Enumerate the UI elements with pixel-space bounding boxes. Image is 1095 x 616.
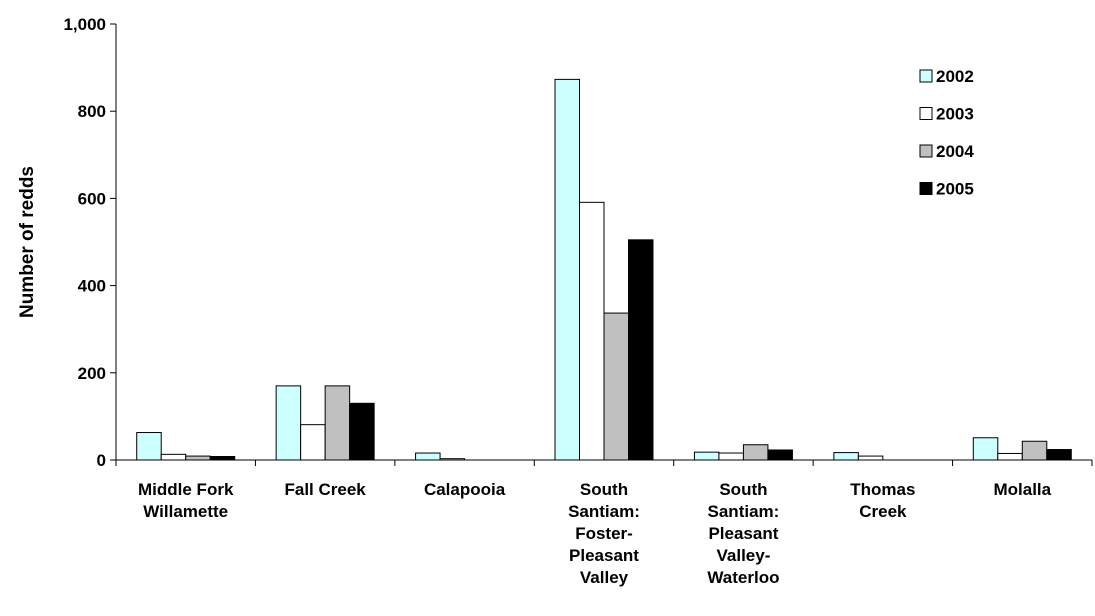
- bar-2002: [833, 452, 859, 461]
- bars: [136, 78, 1072, 461]
- bar-2004: [742, 444, 769, 461]
- bar-2002: [972, 437, 999, 461]
- bar-2002: [693, 451, 720, 461]
- bar-2004: [185, 455, 211, 461]
- x-category-label: Molalla: [993, 480, 1051, 499]
- y-tick-label: 1,000: [63, 15, 106, 34]
- bar-2002: [415, 452, 441, 461]
- y-tick-label: 800: [78, 102, 106, 121]
- bar-2005: [628, 239, 654, 461]
- bar-2003: [300, 424, 326, 461]
- x-category-label: Calapooia: [424, 480, 506, 499]
- x-category-label-line: Middle Fork: [138, 480, 234, 499]
- x-category-label-line: Pleasant: [569, 546, 639, 565]
- bar-2005: [767, 449, 793, 461]
- legend-swatch-2004: [919, 144, 933, 158]
- y-tick-label: 600: [78, 189, 106, 208]
- legend-label-2005: 2005: [936, 180, 974, 199]
- bar-2003: [160, 453, 187, 461]
- x-category-label: South Santiam: Foster- Pleasant Valley: [568, 480, 640, 587]
- y-tick-label: 400: [78, 277, 106, 296]
- legend: 2002 2003 2004 2005: [919, 67, 974, 199]
- x-category-label-line: Molalla: [993, 480, 1051, 499]
- bar-2003: [439, 458, 466, 461]
- y-axis: 0 200 400 600 800 1,000: [63, 15, 117, 470]
- x-category-label-line: Willamette: [143, 502, 228, 521]
- bar-2002: [275, 385, 302, 461]
- x-category-label-line: South: [580, 480, 628, 499]
- bar-2004: [603, 312, 629, 461]
- x-category-label-line: South: [719, 480, 767, 499]
- x-category-label-line: Foster-: [575, 524, 633, 543]
- legend-label-2004: 2004: [936, 142, 974, 161]
- x-category-label-line: Santiam:: [568, 502, 640, 521]
- bar-2003: [997, 452, 1023, 461]
- x-category-label-line: Creek: [859, 502, 907, 521]
- x-category-label: Thomas Creek: [850, 480, 915, 521]
- bar-2003: [579, 201, 605, 461]
- legend-label-2003: 2003: [936, 105, 974, 124]
- legend-swatch-2003: [919, 107, 933, 120]
- legend-label-2002: 2002: [936, 67, 974, 86]
- x-category-label-line: Valley-: [716, 546, 770, 565]
- bar-2004: [324, 385, 351, 461]
- bar-2003: [857, 455, 884, 461]
- y-tick-label: 200: [78, 364, 106, 383]
- x-category-label-line: Calapooia: [424, 480, 506, 499]
- x-category-label-line: Santiam:: [708, 502, 780, 521]
- y-tick-label: 0: [97, 451, 106, 470]
- bar-2005: [1046, 449, 1072, 461]
- bar-2005: [209, 456, 236, 461]
- x-category-label: Fall Creek: [285, 480, 367, 499]
- x-category-label-line: Waterloo: [707, 568, 779, 587]
- bar-2003: [718, 452, 744, 461]
- x-category-label-line: Thomas: [850, 480, 915, 499]
- x-category-label-line: Valley: [580, 568, 629, 587]
- y-axis-title: Number of redds: [17, 166, 38, 318]
- legend-swatch-2005: [919, 182, 933, 195]
- bar-2002: [136, 432, 162, 461]
- x-category-label-line: Fall Creek: [285, 480, 367, 499]
- bar-2002: [554, 78, 580, 461]
- bar-2005: [349, 402, 375, 461]
- legend-swatch-2002: [919, 69, 933, 83]
- x-category-label: Middle Fork Willamette: [138, 480, 234, 521]
- bar-2004: [1021, 440, 1048, 461]
- x-category-label-line: Pleasant: [708, 524, 778, 543]
- x-category-label: South Santiam: Pleasant Valley- Waterloo: [707, 480, 779, 587]
- x-axis: Middle Fork Willamette Fall Creek Calapooia…: [115, 459, 1093, 587]
